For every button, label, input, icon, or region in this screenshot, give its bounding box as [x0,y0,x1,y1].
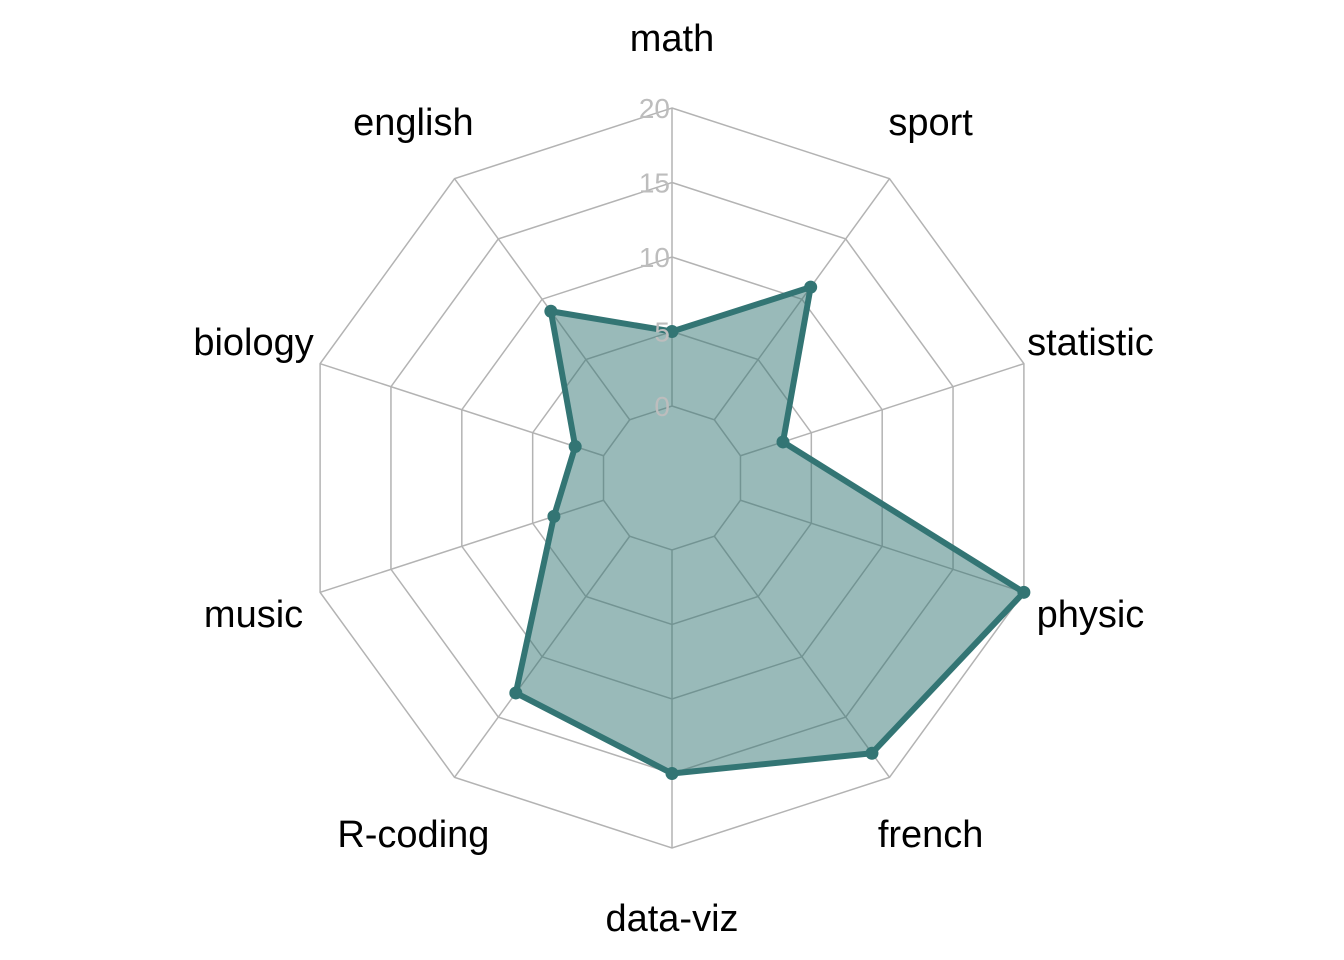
axis-label-music: music [204,594,303,636]
tick-label-15: 15 [639,168,670,199]
data-point-physic [1017,585,1031,599]
data-point-music [547,509,561,523]
tick-label-20: 20 [639,93,670,124]
axis-label-data-viz: data-viz [605,898,738,940]
axis-label-statistic: statistic [1027,322,1154,364]
data-point-R-coding [509,686,523,700]
data-point-statistic [776,435,790,449]
tick-label-5: 5 [654,317,670,348]
tick-label-10: 10 [639,242,670,273]
axis-label-sport: sport [888,102,973,144]
axis-label-biology: biology [193,322,313,364]
axis-label-R-coding: R-coding [337,814,489,856]
tick-label-0: 0 [654,391,670,422]
axis-label-french: french [878,814,984,856]
series-layer [509,280,1031,780]
axis-label-math: math [630,18,714,60]
axis-label-english: english [353,102,473,144]
tick-label-layer: 0 5 10 15 20 [639,93,670,422]
series-area [515,287,1024,774]
data-point-biology [568,440,582,454]
data-point-math [665,325,679,338]
axis-label-layer: math sport statistic physic french data-viz R-… [193,18,1153,940]
data-point-sport [804,280,818,294]
data-point-english [544,304,558,318]
data-point-french [865,746,879,760]
spoke-biology [319,362,604,457]
data-point-data-viz [665,767,679,780]
axis-label-physic: physic [1037,594,1145,636]
